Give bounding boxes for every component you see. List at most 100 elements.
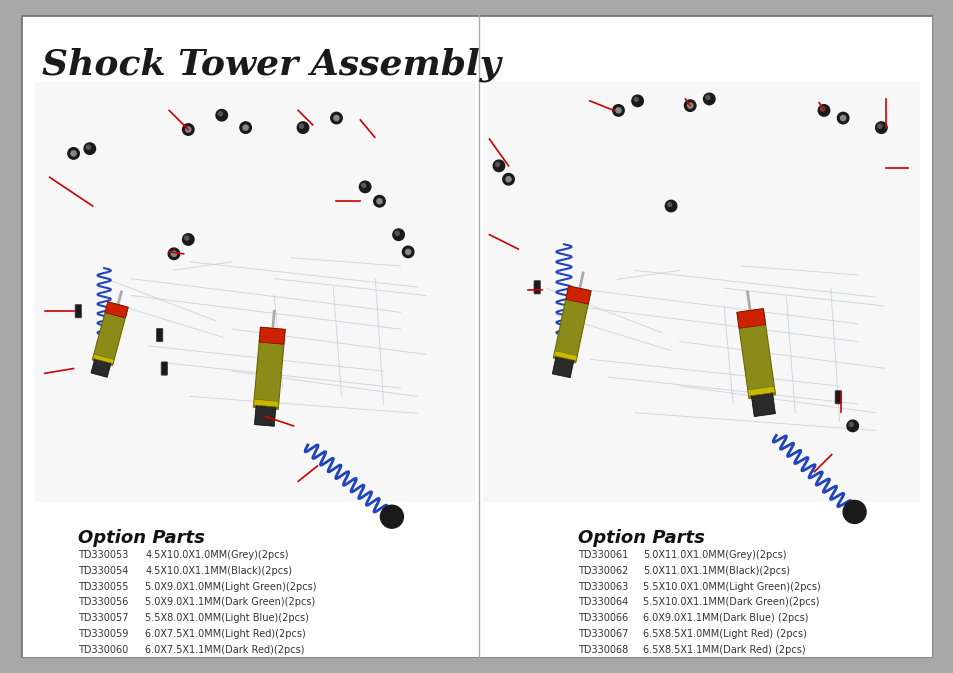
FancyBboxPatch shape: [21, 15, 932, 658]
Circle shape: [172, 251, 176, 256]
Circle shape: [840, 116, 845, 120]
Circle shape: [395, 232, 398, 236]
Text: 5.0X9.0X1.0MM(Light Green)(2pcs): 5.0X9.0X1.0MM(Light Green)(2pcs): [145, 581, 316, 592]
Circle shape: [376, 199, 381, 204]
Circle shape: [848, 423, 852, 427]
Circle shape: [218, 112, 222, 116]
Circle shape: [687, 103, 692, 108]
Text: 5.0X11.0X1.1MM(Black)(2pcs): 5.0X11.0X1.1MM(Black)(2pcs): [642, 566, 789, 576]
Circle shape: [634, 98, 638, 102]
Circle shape: [612, 105, 623, 116]
Circle shape: [846, 420, 858, 431]
FancyBboxPatch shape: [161, 362, 168, 376]
Polygon shape: [736, 309, 765, 328]
Circle shape: [493, 160, 504, 172]
Polygon shape: [253, 399, 278, 407]
Polygon shape: [253, 327, 285, 409]
Polygon shape: [552, 355, 574, 378]
Circle shape: [297, 122, 309, 133]
Text: TD330063: TD330063: [578, 581, 628, 592]
Circle shape: [215, 110, 227, 121]
Polygon shape: [105, 302, 128, 318]
Text: TD330060: TD330060: [78, 645, 129, 655]
Text: Shock Tower Assembly: Shock Tower Assembly: [42, 47, 500, 81]
Polygon shape: [553, 286, 591, 363]
Text: 6.5X8.5X1.0MM(Light Red) (2pcs): 6.5X8.5X1.0MM(Light Red) (2pcs): [642, 629, 806, 639]
Circle shape: [84, 143, 95, 154]
Polygon shape: [747, 386, 775, 396]
Polygon shape: [92, 354, 114, 363]
Circle shape: [331, 112, 342, 124]
Circle shape: [185, 236, 189, 240]
Circle shape: [299, 125, 303, 128]
Text: TD330053: TD330053: [78, 550, 129, 560]
Circle shape: [818, 105, 829, 116]
Circle shape: [402, 246, 414, 258]
Circle shape: [683, 100, 695, 111]
Polygon shape: [736, 309, 775, 398]
Text: TD330066: TD330066: [578, 613, 628, 623]
Text: TD330054: TD330054: [78, 566, 129, 576]
Circle shape: [616, 108, 620, 113]
Text: TD330064: TD330064: [578, 598, 628, 608]
Circle shape: [505, 176, 511, 182]
Text: TD330068: TD330068: [578, 645, 628, 655]
FancyBboxPatch shape: [834, 390, 841, 404]
Circle shape: [877, 125, 881, 128]
Text: TD330061: TD330061: [578, 550, 628, 560]
Circle shape: [502, 174, 514, 185]
FancyBboxPatch shape: [156, 328, 163, 342]
Text: TD330059: TD330059: [78, 629, 129, 639]
Text: 4.5X10.0X1.1MM(Black)(2pcs): 4.5X10.0X1.1MM(Black)(2pcs): [145, 566, 292, 576]
Circle shape: [380, 505, 403, 528]
Circle shape: [71, 151, 76, 156]
Circle shape: [68, 147, 79, 159]
Text: TD330062: TD330062: [578, 566, 628, 576]
Circle shape: [705, 96, 709, 100]
Polygon shape: [565, 286, 591, 304]
Circle shape: [842, 501, 865, 524]
Circle shape: [875, 122, 886, 133]
Text: TD330055: TD330055: [78, 581, 129, 592]
Polygon shape: [91, 358, 112, 378]
Text: TD330056: TD330056: [78, 598, 129, 608]
Circle shape: [837, 112, 848, 124]
Circle shape: [182, 234, 193, 245]
Circle shape: [393, 229, 404, 240]
Polygon shape: [259, 327, 285, 345]
Text: 4.5X10.0X1.0MM(Grey)(2pcs): 4.5X10.0X1.0MM(Grey)(2pcs): [145, 550, 289, 560]
Text: TD330057: TD330057: [78, 613, 129, 623]
Text: 6.0X9.0X1.1MM(Dark Blue) (2pcs): 6.0X9.0X1.1MM(Dark Blue) (2pcs): [642, 613, 808, 623]
Circle shape: [239, 122, 252, 133]
Circle shape: [495, 162, 499, 166]
Polygon shape: [553, 351, 577, 361]
Text: TD330067: TD330067: [578, 629, 628, 639]
Text: Option Parts: Option Parts: [78, 529, 205, 547]
Text: 6.0X7.5X1.0MM(Light Red)(2pcs): 6.0X7.5X1.0MM(Light Red)(2pcs): [145, 629, 306, 639]
Circle shape: [186, 127, 191, 132]
Circle shape: [374, 195, 385, 207]
Polygon shape: [750, 392, 775, 417]
Text: 5.0X11.0X1.0MM(Grey)(2pcs): 5.0X11.0X1.0MM(Grey)(2pcs): [642, 550, 786, 560]
FancyBboxPatch shape: [35, 81, 475, 502]
Circle shape: [820, 107, 823, 111]
Circle shape: [631, 95, 642, 106]
FancyBboxPatch shape: [75, 304, 82, 318]
Text: 6.0X7.5X1.1MM(Dark Red)(2pcs): 6.0X7.5X1.1MM(Dark Red)(2pcs): [145, 645, 304, 655]
Circle shape: [359, 181, 371, 192]
Circle shape: [702, 93, 715, 105]
Text: Option Parts: Option Parts: [578, 529, 704, 547]
Circle shape: [361, 184, 365, 188]
Circle shape: [667, 203, 671, 207]
Polygon shape: [254, 404, 275, 426]
Polygon shape: [92, 302, 128, 365]
Text: 5.0X9.0X1.1MM(Dark Green)(2pcs): 5.0X9.0X1.1MM(Dark Green)(2pcs): [145, 598, 315, 608]
Circle shape: [182, 124, 193, 135]
Circle shape: [87, 145, 91, 149]
Circle shape: [334, 116, 338, 120]
Circle shape: [664, 201, 676, 212]
FancyBboxPatch shape: [534, 281, 540, 294]
Text: 6.5X8.5X1.1MM(Dark Red) (2pcs): 6.5X8.5X1.1MM(Dark Red) (2pcs): [642, 645, 805, 655]
Text: 5.5X8.0X1.0MM(Light Blue)(2pcs): 5.5X8.0X1.0MM(Light Blue)(2pcs): [145, 613, 309, 623]
FancyBboxPatch shape: [482, 81, 919, 502]
